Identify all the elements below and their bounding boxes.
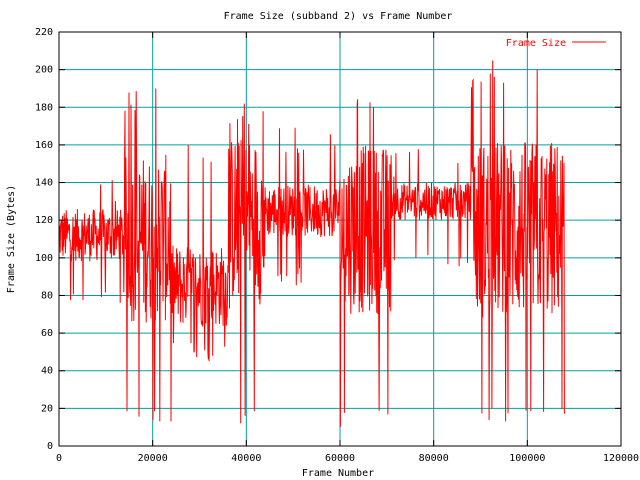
y-tick-label: 180: [35, 102, 53, 113]
y-tick-label: 100: [35, 253, 53, 264]
y-tick-label: 0: [47, 441, 53, 452]
y-tick-label: 140: [35, 178, 53, 189]
x-tick-label: 60000: [325, 453, 355, 464]
y-tick-label: 60: [41, 328, 53, 339]
legend-label: Frame Size: [506, 38, 566, 49]
y-axis-label: Frame Size (Bytes): [6, 185, 17, 293]
series-line-frame-size: [58, 60, 565, 427]
x-tick-label: 20000: [138, 453, 168, 464]
y-tick-label: 220: [35, 27, 53, 38]
x-tick-label: 40000: [231, 453, 261, 464]
y-tick-label: 200: [35, 65, 53, 76]
chart-title: Frame Size (subband 2) vs Frame Number: [224, 11, 453, 22]
axis-ticks: 0 20 40 60 80 100 120 140 160 180 200 220 0 20000 4000…: [35, 27, 639, 464]
x-tick-label: 120000: [603, 453, 639, 464]
x-tick-label: 0: [56, 453, 62, 464]
x-axis-label: Frame Number: [302, 468, 374, 479]
x-tick-label: 80000: [419, 453, 449, 464]
y-tick-label: 80: [41, 290, 53, 301]
legend: Frame Size: [506, 38, 606, 49]
y-tick-label: 40: [41, 366, 53, 377]
x-tick-label: 100000: [509, 453, 545, 464]
series-layer: [58, 60, 565, 427]
y-tick-label: 160: [35, 140, 53, 151]
y-tick-label: 120: [35, 215, 53, 226]
y-tick-label: 20: [41, 403, 53, 414]
